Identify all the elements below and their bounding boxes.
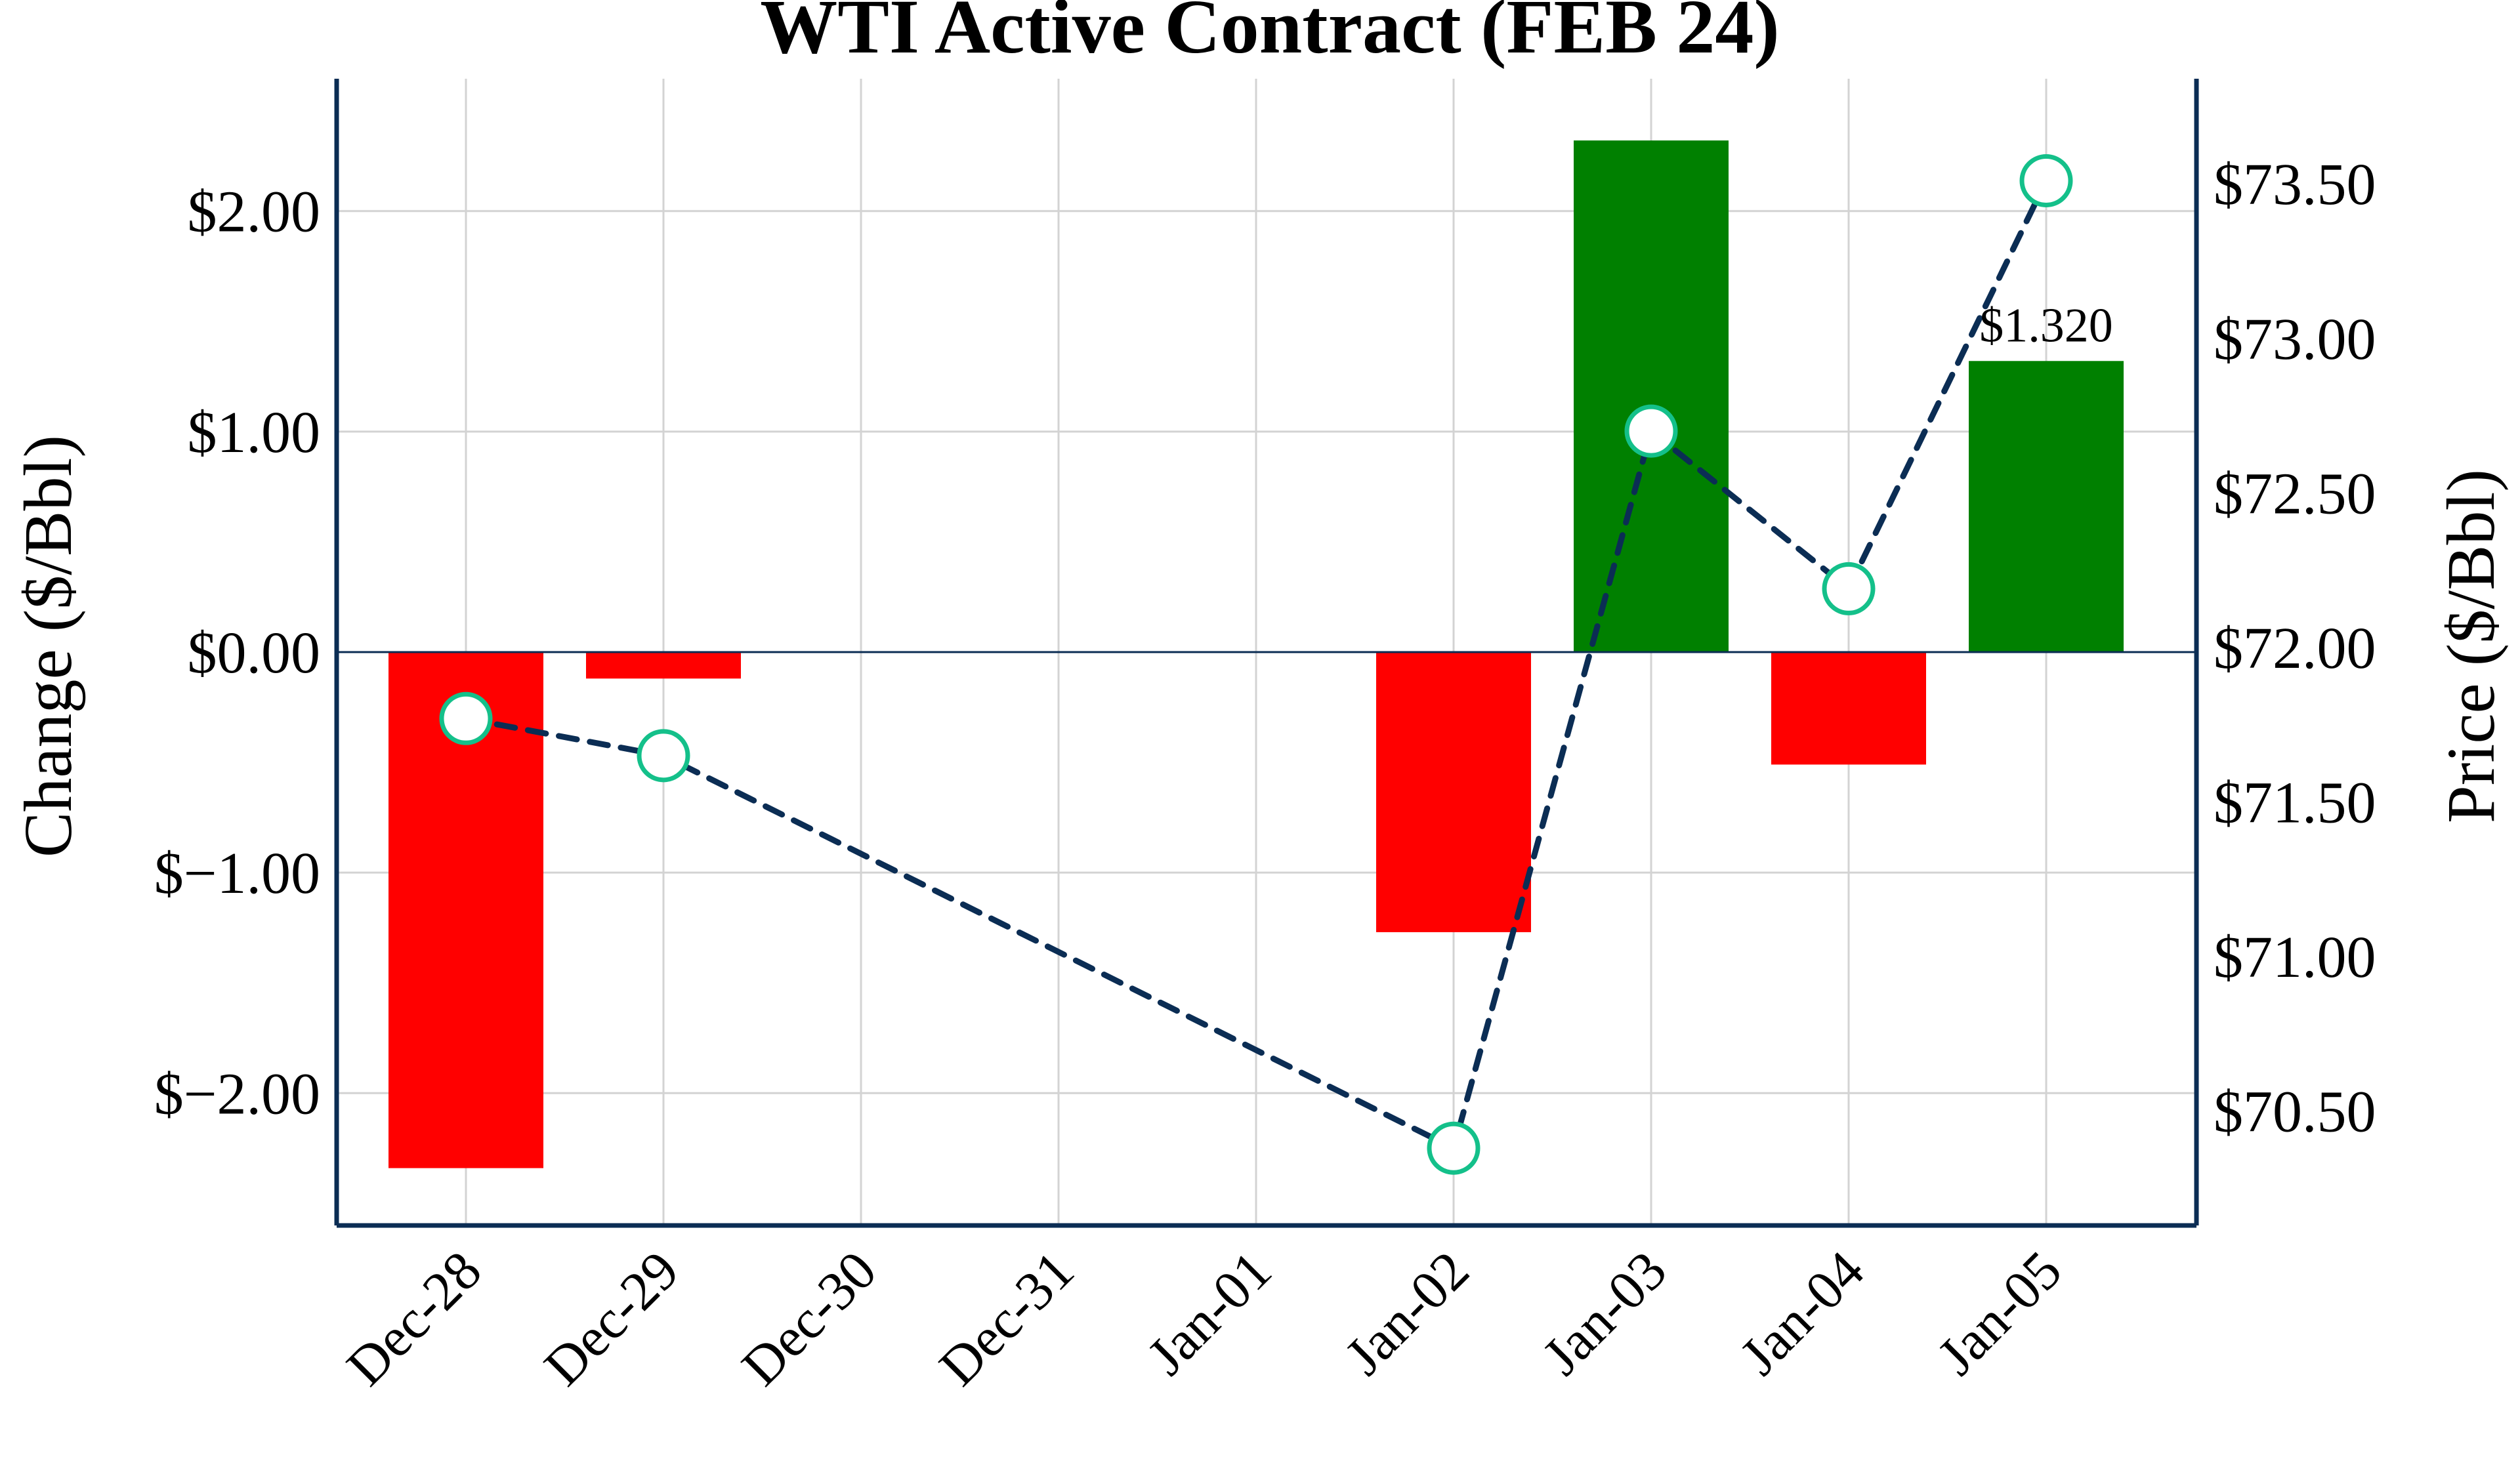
y-tick-label: $−1.00 <box>154 841 320 906</box>
y2-tick-label: $73.50 <box>2214 152 2376 217</box>
price-marker-jan-05 <box>2019 154 2073 207</box>
bar-jan-02 <box>1376 652 1531 932</box>
y-tick-label: $0.00 <box>188 621 321 686</box>
y-tick-label: $1.00 <box>188 400 321 465</box>
y2-tick-label: $72.00 <box>2214 616 2376 681</box>
price-marker-jan-02 <box>1427 1121 1480 1175</box>
y-axis-label: Change ($/Bbl) <box>10 435 86 857</box>
price-line-layer <box>463 177 2049 1153</box>
right-tick-labels: $70.50 $71.00 $71.50 $72.00 $72.50 $73.00 $73.… <box>2214 152 2376 1144</box>
bar-jan-04 <box>1771 652 1926 765</box>
x-tick-label-jan-02: Jan-02 <box>1334 1240 1480 1387</box>
y-tick-label: $2.00 <box>188 180 321 245</box>
left-tick-labels: $−2.00 $−1.00 $0.00 $1.00 $2.00 <box>154 180 320 1127</box>
price-marker-dec-29 <box>637 729 690 783</box>
price-marker-dec-28 <box>439 691 493 745</box>
x-tick-label-jan-04: Jan-04 <box>1729 1240 1876 1387</box>
y2-axis-label: Price ($/Bbl) <box>2433 469 2509 823</box>
x-tick-label-jan-03: Jan-03 <box>1531 1240 1678 1387</box>
bar-dec-29 <box>586 652 741 679</box>
y-tick-label: $−2.00 <box>154 1061 320 1126</box>
x-tick-label-dec-30: Dec-30 <box>730 1240 889 1398</box>
x-tick-label-dec-28: Dec-28 <box>335 1240 494 1398</box>
x-tick-label-jan-05: Jan-05 <box>1926 1240 2073 1387</box>
x-tick-labels: Dec-28 Dec-29 Dec-30 Dec-31 Jan-01 Jan-02 Jan-… <box>335 1240 2074 1398</box>
x-tick-label-jan-01: Jan-01 <box>1136 1240 1283 1387</box>
x-tick-label-dec-31: Dec-31 <box>928 1240 1086 1398</box>
price-line <box>463 177 2049 1153</box>
data-label-jan-05: $1.320 <box>1979 298 2113 352</box>
x-tick-label-dec-29: Dec-29 <box>533 1240 691 1398</box>
price-marker-jan-04 <box>1822 562 1876 615</box>
axes-frame <box>334 79 2199 1228</box>
bar-jan-05 <box>1969 361 2124 652</box>
chart-title: WTI Active Contract (FEB 24) <box>760 0 1779 70</box>
bars-layer <box>388 140 2124 1168</box>
y2-tick-label: $72.50 <box>2214 461 2376 526</box>
y2-tick-label: $71.50 <box>2214 771 2376 836</box>
bar-jan-03 <box>1574 140 1729 653</box>
annotations: $1.320 <box>1979 298 2113 352</box>
y2-tick-label: $73.00 <box>2214 307 2376 372</box>
y2-tick-label: $71.00 <box>2214 925 2376 990</box>
y2-tick-label: $70.50 <box>2214 1080 2376 1145</box>
price-markers-layer <box>439 154 2073 1175</box>
price-marker-jan-03 <box>1624 404 1678 458</box>
